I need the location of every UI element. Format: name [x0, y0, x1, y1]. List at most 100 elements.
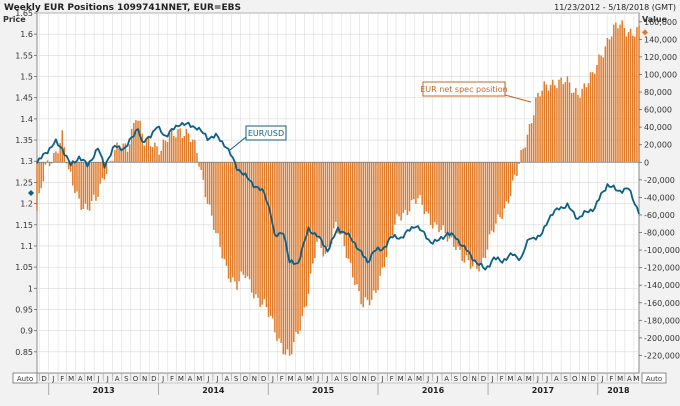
position-bar — [347, 162, 350, 259]
position-bar — [67, 162, 70, 170]
position-bar — [248, 162, 251, 280]
position-bar — [440, 162, 442, 231]
position-bar — [465, 162, 468, 256]
position-bar — [417, 162, 419, 199]
position-bar — [328, 162, 331, 250]
position-bar — [162, 139, 165, 163]
position-bar — [177, 129, 179, 163]
position-bar — [488, 162, 491, 235]
right-tick-label: 0 — [644, 158, 649, 167]
position-bar — [457, 162, 459, 247]
position-bar — [181, 137, 183, 163]
position-bar — [608, 39, 611, 163]
position-bar — [547, 90, 550, 163]
position-bar — [509, 162, 512, 197]
position-bar — [93, 162, 95, 195]
position-bar — [255, 162, 257, 295]
position-bar — [114, 150, 116, 163]
position-bar — [572, 92, 575, 163]
right-tick-label: -220,000 — [644, 351, 680, 360]
left-auto-box[interactable] — [12, 372, 38, 384]
position-bar — [402, 162, 405, 213]
position-bar — [139, 120, 141, 163]
right-tick-label: -100,000 — [644, 246, 680, 255]
position-bar — [311, 162, 314, 264]
position-bar — [276, 162, 278, 341]
position-bar — [326, 162, 329, 248]
position-bar — [84, 162, 87, 204]
position-bar — [50, 162, 53, 164]
position-bar — [621, 20, 623, 163]
position-bar — [530, 123, 533, 163]
position-bar — [158, 154, 160, 163]
position-bar — [377, 162, 379, 291]
position-bar — [442, 162, 444, 226]
year-label: 2017 — [532, 386, 554, 395]
month-label: D — [481, 375, 486, 383]
position-bar — [179, 128, 181, 163]
position-bar — [156, 146, 158, 163]
month-label: M — [306, 375, 312, 383]
position-bar — [495, 162, 497, 224]
position-bar — [551, 79, 554, 163]
position-bar — [61, 130, 64, 163]
position-bar — [250, 162, 253, 293]
position-bar — [404, 162, 407, 210]
position-bar — [474, 162, 476, 262]
position-bar — [143, 145, 146, 163]
position-bar — [128, 144, 131, 163]
position-bar — [425, 162, 428, 212]
left-tick-label: 1.05 — [15, 263, 33, 272]
position-bar — [501, 162, 503, 220]
left-axis: 0.85 0.9 0.95 1 1.05 1.1 1.15 1.2 1.25 1.3 1.35 1.4… — [15, 9, 37, 357]
position-bar — [503, 162, 506, 209]
left-tick-label: 1 — [28, 284, 33, 293]
position-bar — [242, 162, 245, 275]
position-bar — [126, 151, 129, 163]
position-bar — [524, 147, 527, 163]
position-bar — [507, 162, 510, 204]
right-tick-label: 20,000 — [644, 141, 672, 150]
position-bar — [206, 162, 209, 204]
position-bar — [385, 162, 388, 258]
position-bar — [562, 84, 564, 163]
position-bar — [429, 162, 432, 225]
position-bar — [69, 162, 72, 172]
month-label: M — [196, 375, 202, 383]
annotation-net-spec-box — [422, 81, 506, 97]
position-bar — [564, 82, 567, 163]
position-bar — [109, 160, 112, 163]
position-bar — [36, 162, 38, 211]
position-bar — [208, 162, 211, 205]
position-bar — [116, 142, 118, 163]
position-bar — [236, 162, 238, 290]
position-bar — [461, 162, 463, 262]
left-tick-label: 1.5 — [20, 73, 33, 82]
position-bar — [596, 64, 598, 163]
right-auto-box[interactable] — [641, 372, 667, 384]
position-bar — [598, 54, 600, 163]
position-bar — [44, 162, 47, 165]
position-bar — [408, 162, 411, 212]
position-bar — [453, 162, 455, 247]
position-bar — [398, 162, 400, 217]
position-bar — [566, 76, 569, 163]
position-bar — [42, 162, 45, 182]
position-bar — [204, 162, 207, 198]
month-label: N — [472, 375, 477, 383]
right-tick-label: -40,000 — [644, 193, 675, 202]
position-bar — [375, 162, 377, 293]
left-tick-label: 1.35 — [15, 136, 33, 145]
position-bar — [535, 97, 537, 163]
position-bar — [274, 162, 276, 333]
position-bar — [469, 162, 472, 269]
position-bar — [600, 55, 602, 163]
position-bar — [78, 162, 80, 199]
position-bar — [225, 162, 228, 266]
position-bar — [192, 139, 194, 163]
month-label: M — [617, 375, 623, 383]
month-label: A — [444, 375, 449, 383]
month-label: J — [381, 375, 384, 383]
position-bar — [105, 162, 108, 175]
